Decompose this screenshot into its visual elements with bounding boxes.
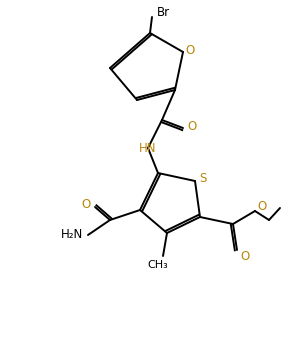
Text: O: O xyxy=(257,199,267,213)
Text: O: O xyxy=(240,249,250,263)
Text: Br: Br xyxy=(156,6,170,20)
Text: HN: HN xyxy=(139,142,157,154)
Text: H₂N: H₂N xyxy=(61,227,83,241)
Text: O: O xyxy=(187,121,197,134)
Text: S: S xyxy=(199,171,207,185)
Text: O: O xyxy=(185,45,195,57)
Text: O: O xyxy=(82,198,91,212)
Text: CH₃: CH₃ xyxy=(148,260,168,270)
